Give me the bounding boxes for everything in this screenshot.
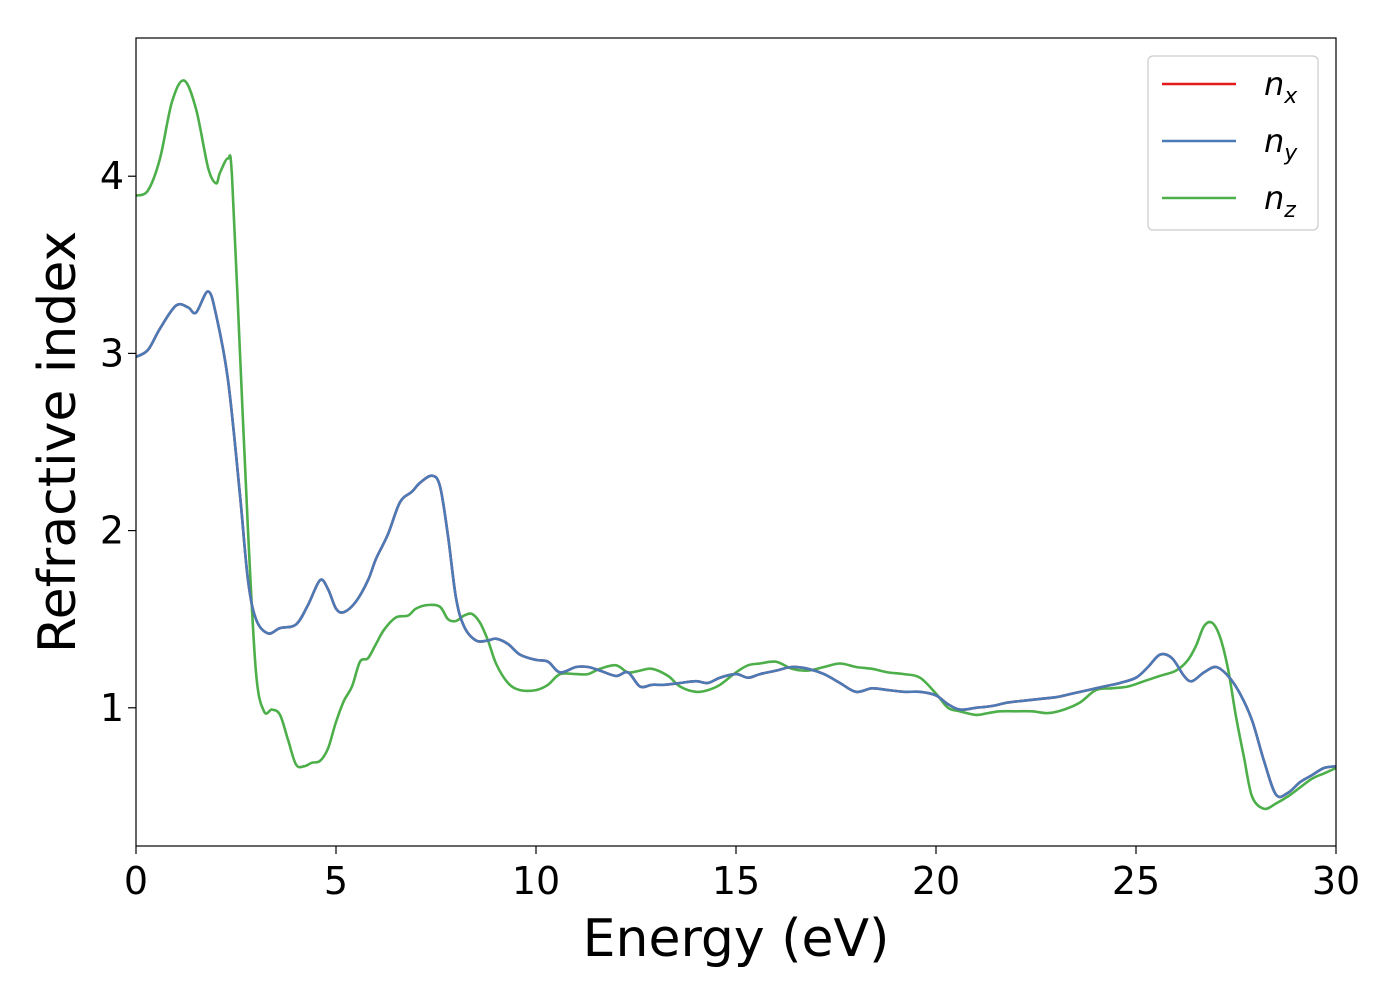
- legend-label-sub: x: [1283, 84, 1298, 109]
- x-tick-label: 30: [1312, 859, 1360, 903]
- y-axis-title: Refractive index: [28, 231, 88, 653]
- legend-label-n-y: ny: [1264, 122, 1298, 166]
- x-tick-label: 5: [324, 859, 348, 903]
- legend-label-main: n: [1264, 65, 1284, 103]
- legend-label-sub: y: [1283, 141, 1298, 166]
- x-tick-label: 20: [912, 859, 960, 903]
- x-tick-label: 10: [512, 859, 560, 903]
- legend-label-n-x: nx: [1264, 65, 1298, 109]
- series-layer: [135, 79, 1337, 811]
- y-tick-label: 3: [100, 331, 124, 375]
- x-tick-label: 0: [124, 859, 148, 903]
- x-axis-title: Energy (eV): [583, 909, 890, 969]
- y-tick-label: 2: [100, 509, 124, 553]
- y-axis-ticks: 1 2 3 4: [100, 154, 136, 730]
- x-tick-label: 25: [1112, 859, 1160, 903]
- x-tick-label: 15: [712, 859, 760, 903]
- plot-background: [136, 38, 1336, 846]
- legend-label-main: n: [1264, 179, 1284, 217]
- legend-label-main: n: [1264, 122, 1284, 160]
- legend-box: [1147, 55, 1319, 231]
- legend-label-n-z: nz: [1264, 179, 1296, 223]
- y-tick-label: 1: [100, 686, 124, 730]
- x-axis-ticks: 0 5 10 15 20 25 30: [124, 846, 1360, 903]
- series-line-n-y: [135, 290, 1337, 799]
- legend-label-sub: z: [1283, 198, 1296, 223]
- y-tick-label: 4: [100, 154, 124, 198]
